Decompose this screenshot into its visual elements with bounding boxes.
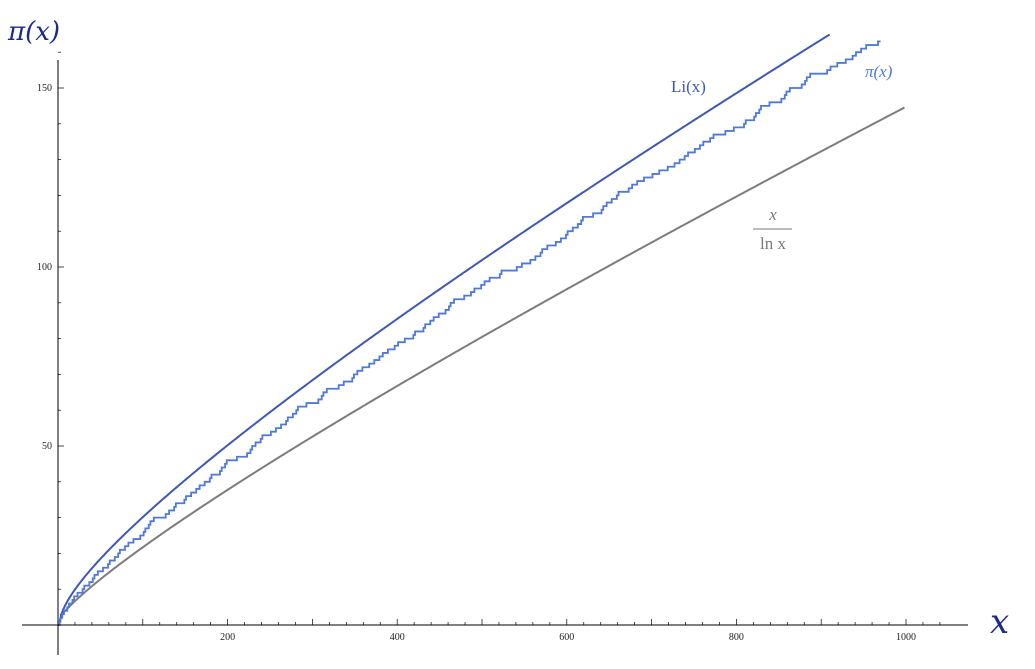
x-tick-label: 1000 [896,632,916,643]
axes-layer [22,60,968,655]
fraction-numerator: x [768,205,777,224]
y-tick-label: 150 [37,83,52,94]
x-tick-label: 600 [559,632,574,643]
li-curve [58,33,831,622]
x-tick-label: 400 [390,632,405,643]
curve-layer [58,33,905,626]
fraction-denominator: ln x [760,234,786,253]
x-over-lnx-curve [59,106,905,616]
y-axis-title: π(x) [7,17,60,47]
x-tick-label: 800 [729,632,744,643]
pi-curve-label: π(x) [865,62,893,81]
pi-step-curve [58,40,881,626]
x-tick-label: 200 [220,632,235,643]
y-tick-label: 50 [42,441,52,452]
x-over-lnx-label: x ln x [753,205,792,253]
x-axis-title: x [990,602,1009,642]
ticks-layer: 200 400 600 800 1000 50 100 150 [37,51,941,643]
li-curve-label: Li(x) [671,77,706,96]
y-tick-label: 100 [37,262,52,273]
